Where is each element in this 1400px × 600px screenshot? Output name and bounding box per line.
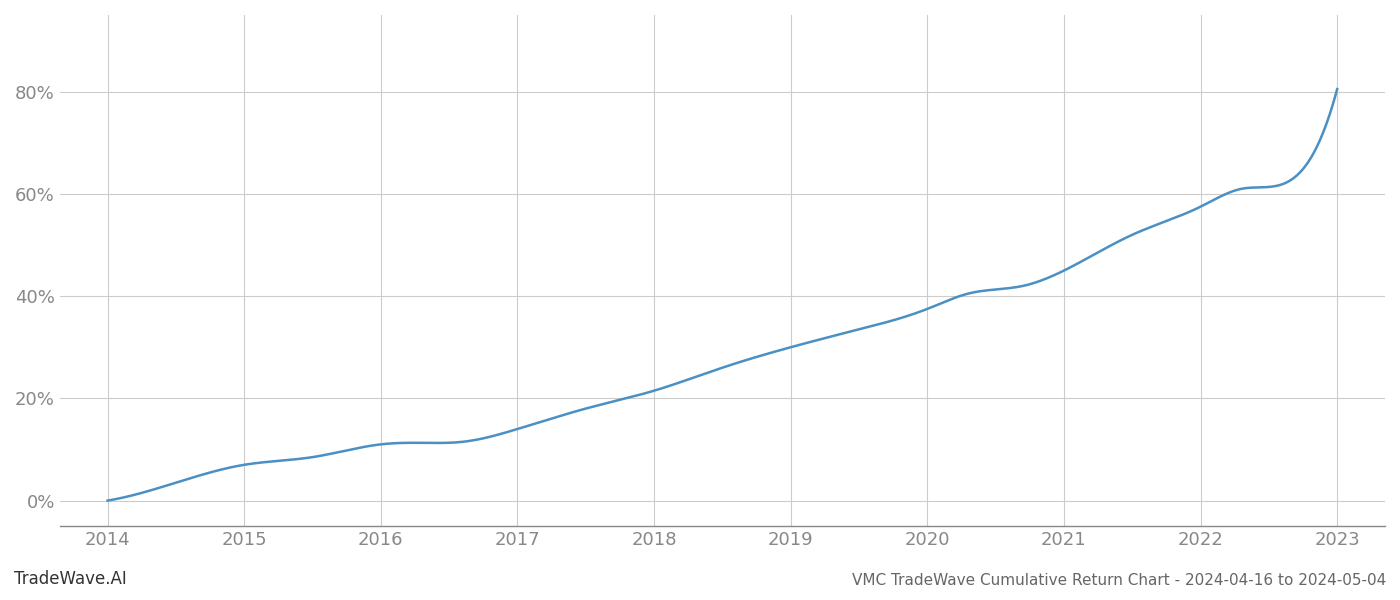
- Text: VMC TradeWave Cumulative Return Chart - 2024-04-16 to 2024-05-04: VMC TradeWave Cumulative Return Chart - …: [851, 573, 1386, 588]
- Text: TradeWave.AI: TradeWave.AI: [14, 570, 127, 588]
